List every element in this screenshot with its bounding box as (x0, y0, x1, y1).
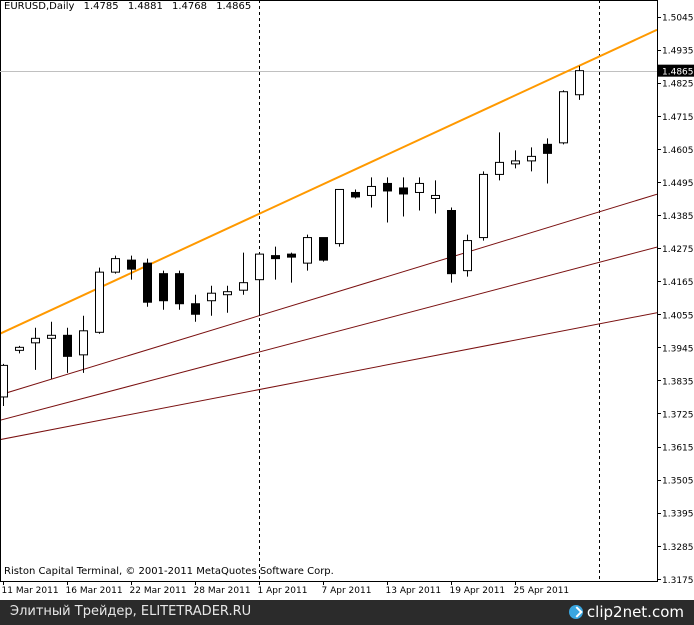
brand-text: clip2net.com (586, 603, 684, 621)
open-value: 1.4785 (83, 1, 119, 12)
x-tick-label: 1 Apr 2011 (258, 586, 308, 596)
high-value: 1.4881 (127, 1, 163, 12)
x-tick-label: 13 Apr 2011 (386, 586, 442, 596)
candle-bear (351, 191, 360, 198)
candle-bull (1, 364, 8, 398)
candle-bull (559, 91, 568, 144)
candle-bear (399, 187, 408, 195)
candle-bear (159, 273, 168, 302)
x-tick-label: 16 Mar 2011 (66, 586, 123, 596)
y-tick-label: 1.3725 (662, 410, 694, 420)
candle-bull (255, 253, 264, 281)
candle-bull (479, 173, 488, 239)
x-tick-label: 7 Apr 2011 (322, 586, 372, 596)
y-tick-label: 1.3945 (662, 344, 694, 354)
candlestick-chart[interactable]: 1.5045 1.4935 1.4825 1.4715 1.4605 1.4495 1.43… (0, 0, 694, 600)
y-tick-label: 1.4825 (662, 80, 694, 90)
candle-bear (175, 273, 184, 305)
y-tick-label: 1.3835 (662, 377, 694, 387)
symbol-label: EURUSD,Daily (4, 1, 75, 12)
trendline-red-3 (1, 312, 657, 440)
candle-bull (31, 337, 40, 344)
close-value: 1.4865 (216, 1, 252, 12)
y-tick-label: 1.4055 (662, 311, 694, 321)
candle-bull (15, 346, 24, 351)
candle-bull (463, 240, 472, 272)
candle-bear (63, 334, 72, 357)
x-tick-label: 28 Mar 2011 (194, 586, 251, 596)
y-tick-label: 1.3285 (662, 543, 694, 553)
y-tick-label: 1.4165 (662, 278, 694, 288)
y-tick-label: 1.3505 (662, 477, 694, 487)
y-tick-label: 1.4495 (662, 179, 694, 189)
y-tick-label: 1.4605 (662, 146, 694, 156)
candle-bull (95, 271, 104, 333)
plot-frame (0, 0, 658, 582)
candle-bull (239, 282, 248, 291)
current-price-label: 1.4865 (662, 68, 694, 78)
candle-bull (575, 70, 584, 96)
candle-bull (79, 330, 88, 356)
candle-bull (335, 188, 344, 245)
candle-bull (47, 334, 56, 339)
y-tick-label: 1.4935 (662, 47, 694, 57)
trendline-red-2 (1, 246, 657, 421)
candle-bear (319, 237, 328, 261)
x-tick-label: 25 Apr 2011 (514, 586, 570, 596)
y-tick-label: 1.5045 (662, 14, 694, 24)
brand-link[interactable]: clip2net.com (568, 603, 684, 621)
current-price-tag (658, 64, 694, 77)
candle-bear (383, 182, 392, 192)
y-tick-label: 1.4715 (662, 113, 694, 123)
trendline-orange (1, 28, 657, 335)
candle-bear (127, 259, 136, 270)
candle-bull (495, 161, 504, 175)
candle-bull (431, 194, 440, 199)
footer-source-text: Элитный Трейдер, ELITETRADER.RU (10, 604, 252, 619)
candle-bull (367, 185, 376, 196)
candle-bear (447, 210, 456, 275)
footer-bar: Элитный Трейдер, ELITETRADER.RU clip2net… (0, 600, 694, 625)
candle-bull (207, 292, 216, 302)
x-tick-label: 19 Apr 2011 (450, 586, 506, 596)
candle-bull (415, 182, 424, 193)
y-tick-label: 1.3615 (662, 444, 694, 454)
chart-header: EURUSD,Daily 1.4785 1.4881 1.4768 1.4865 (4, 1, 257, 12)
copyright-text: Riston Capital Terminal, © 2001-2011 Met… (4, 566, 334, 577)
candle-bull (223, 291, 232, 296)
trendline-red-1 (1, 193, 657, 396)
candle-bear (287, 253, 296, 258)
y-tick-label: 1.4275 (662, 245, 694, 255)
candle-bull (303, 237, 312, 264)
low-value: 1.4768 (172, 1, 207, 12)
candle-bear (191, 303, 200, 315)
candle-bear (271, 255, 280, 260)
chart-area[interactable]: 1.5045 1.4935 1.4825 1.4715 1.4605 1.4495 1.43… (0, 0, 694, 600)
x-tick-label: 11 Mar 2011 (2, 586, 59, 596)
y-tick-label: 1.3395 (662, 510, 694, 520)
x-tick-label: 22 Mar 2011 (130, 586, 187, 596)
y-tick-label: 1.3175 (662, 576, 694, 586)
candle-bull (511, 160, 520, 165)
candle-bull (527, 155, 536, 162)
candle-bear (143, 262, 152, 303)
candle-bear (543, 143, 552, 154)
candle-bull (111, 258, 120, 273)
clip2net-logo-icon (568, 605, 583, 619)
y-tick-label: 1.4385 (662, 212, 694, 222)
